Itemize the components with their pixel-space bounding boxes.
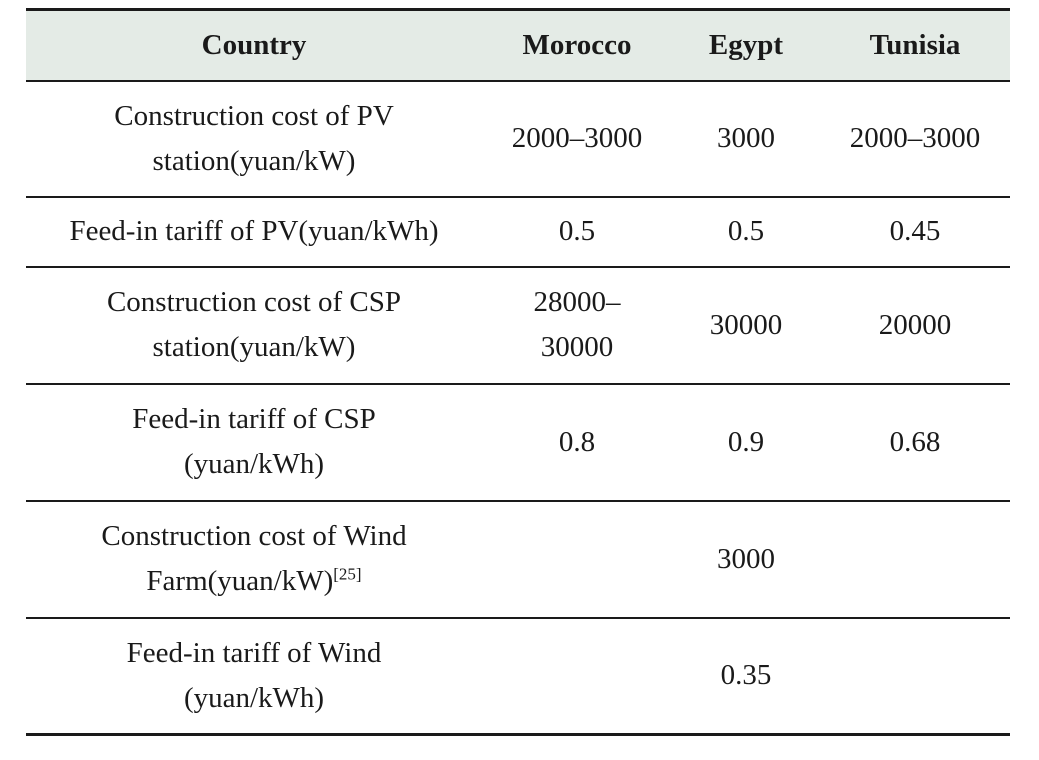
row-label-line: Construction cost of PV: [114, 99, 394, 132]
row-label: Feed-in tariff of CSP (yuan/kWh): [26, 384, 482, 501]
table-row: Feed-in tariff of PV(yuan/kWh) 0.5 0.5 0…: [26, 197, 1010, 267]
header-morocco: Morocco: [522, 28, 632, 61]
table-row: Feed-in tariff of Wind (yuan/kWh) 0.35: [26, 618, 1010, 735]
row-label: Construction cost of Wind Farm(yuan/kW)[…: [26, 501, 482, 618]
row-label-line: Farm(yuan/kW)[25]: [32, 559, 476, 604]
row-label: Feed-in tariff of Wind (yuan/kWh): [26, 618, 482, 735]
cell-tunisia: 0.68: [889, 425, 941, 458]
row-label: Construction cost of PV station(yuan/kW): [26, 81, 482, 197]
cell-egypt: 3000: [717, 122, 775, 154]
cell-value-line: 28000–: [533, 286, 621, 318]
table-body: Construction cost of PV station(yuan/kW)…: [26, 81, 1010, 735]
row-label-line: (yuan/kWh): [183, 681, 325, 714]
cell-egypt: 0.9: [727, 425, 765, 458]
cost-table-container: Country Morocco Egypt Tunisia Constructi…: [26, 8, 1010, 736]
header-egypt: Egypt: [708, 28, 784, 61]
cell-morocco: 0.8: [558, 425, 596, 458]
table-row: Construction cost of Wind Farm(yuan/kW)[…: [26, 501, 1010, 618]
cell-morocco: 2000–3000: [511, 122, 643, 154]
header-country: Country: [201, 28, 307, 61]
cell-tunisia: 0.45: [889, 215, 941, 247]
cell-shared-value: 3000: [717, 542, 775, 575]
row-label-line: Feed-in tariff of CSP: [132, 403, 376, 435]
citation-superscript: [25]: [333, 564, 362, 584]
row-label: Feed-in tariff of PV(yuan/kWh): [69, 215, 439, 247]
row-label-line: station(yuan/kW): [152, 331, 356, 363]
table-header: Country Morocco Egypt Tunisia: [26, 9, 1010, 81]
row-label: Construction cost of CSP station(yuan/kW…: [26, 267, 482, 384]
table-row: Construction cost of CSP station(yuan/kW…: [26, 267, 1010, 384]
header-tunisia: Tunisia: [869, 28, 961, 61]
row-label-line: (yuan/kWh): [183, 448, 325, 480]
table-row: Feed-in tariff of CSP (yuan/kWh) 0.8 0.9…: [26, 384, 1010, 501]
header-row: Country Morocco Egypt Tunisia: [26, 9, 1010, 81]
cell-morocco: 28000– 30000: [482, 267, 672, 384]
cell-value-line: 30000: [540, 331, 614, 363]
row-label-line: station(yuan/kW): [152, 144, 356, 177]
row-label-text: Farm(yuan/kW): [146, 565, 334, 597]
cell-tunisia: 20000: [878, 308, 952, 341]
cell-shared-value: 0.35: [720, 659, 772, 692]
row-label-line: Construction cost of CSP: [106, 286, 402, 318]
cell-egypt: 0.5: [727, 215, 765, 247]
cell-morocco: 0.5: [558, 215, 596, 247]
renewable-cost-table: Country Morocco Egypt Tunisia Constructi…: [26, 8, 1010, 736]
cell-egypt: 30000: [709, 308, 783, 341]
row-label-line: Feed-in tariff of Wind: [126, 636, 382, 669]
row-label-line: Construction cost of Wind: [101, 520, 407, 552]
table-row: Construction cost of PV station(yuan/kW)…: [26, 81, 1010, 197]
cell-tunisia: 2000–3000: [849, 122, 981, 154]
